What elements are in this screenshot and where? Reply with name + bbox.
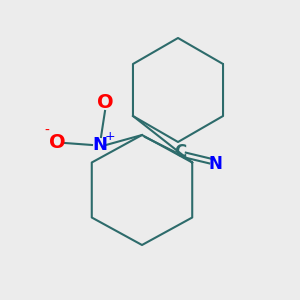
Text: C: C bbox=[174, 143, 186, 161]
Text: N: N bbox=[208, 155, 222, 173]
Text: O: O bbox=[97, 94, 113, 112]
Text: N: N bbox=[92, 136, 107, 154]
Text: +: + bbox=[105, 130, 115, 142]
Text: -: - bbox=[45, 124, 50, 138]
Text: O: O bbox=[49, 134, 65, 152]
